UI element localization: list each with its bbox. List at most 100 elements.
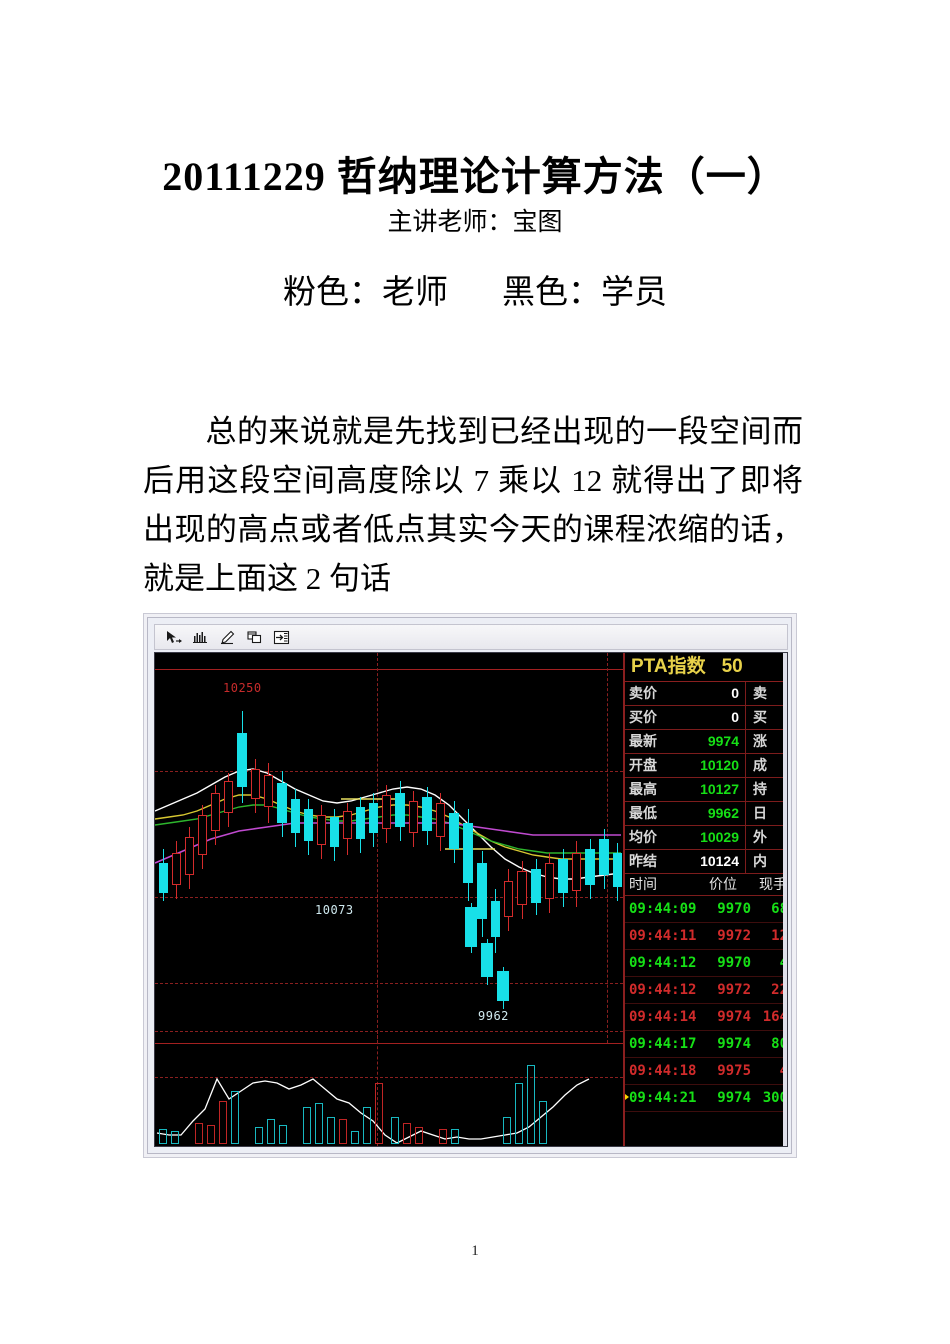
volume-bar xyxy=(195,1123,203,1144)
quote-label-right: 持 xyxy=(745,778,787,801)
quote-label: 昨结 xyxy=(629,853,657,869)
candle xyxy=(251,759,260,813)
volume-bar xyxy=(339,1119,347,1144)
ts-price: 9974 xyxy=(717,1036,751,1052)
quote-value: 10120 xyxy=(700,757,739,773)
volume-bar xyxy=(351,1131,359,1144)
time-sales-row: 09:44:12 9970 4 xyxy=(625,950,787,977)
ts-price: 9974 xyxy=(717,1090,751,1106)
quote-value: 0 xyxy=(731,709,739,725)
volume-bar xyxy=(363,1107,371,1144)
candle xyxy=(572,841,581,907)
color-legend: 粉色：老师 黑色：学员 xyxy=(0,270,950,316)
quote-row: 昨结 10124 内 xyxy=(625,850,787,874)
time-sales-header: 时间 价位 现手 xyxy=(625,874,787,896)
candle xyxy=(185,827,194,889)
quote-panel[interactable]: PTA指数 50 卖价 0 卖 买价 0 买 最新 9974 xyxy=(623,653,788,1146)
embedded-screenshot: 10250 10073 9962 xyxy=(143,613,797,1158)
time-sales-row: 09:44:18 9975 4 xyxy=(625,1058,787,1085)
volume-bar xyxy=(527,1065,535,1144)
quote-row: 卖价 0 卖 xyxy=(625,682,787,706)
volume-bar xyxy=(503,1117,511,1144)
volume-bar xyxy=(403,1123,411,1144)
ts-price: 9970 xyxy=(717,901,751,917)
quote-label-right: 涨 xyxy=(745,730,787,753)
candle xyxy=(517,861,527,919)
vol-grid-v xyxy=(377,1031,378,1146)
quote-value: 9962 xyxy=(707,805,739,821)
quote-label: 买价 xyxy=(629,709,657,725)
ts-price: 9972 xyxy=(717,982,751,998)
ts-time: 09:44:12 xyxy=(629,955,697,971)
time-sales-row: 09:44:17 9974 80 xyxy=(625,1031,787,1058)
ts-time: 09:44:17 xyxy=(629,1036,697,1052)
quote-row: 最新 9974 涨 xyxy=(625,730,787,754)
volume-panel xyxy=(155,1051,623,1146)
quote-label: 开盘 xyxy=(629,757,657,773)
app-toolbar xyxy=(154,624,788,650)
candle xyxy=(264,763,273,823)
time-sales-row: 09:44:09 9970 68 xyxy=(625,896,787,923)
price-label-high: 10250 xyxy=(223,681,262,695)
quote-row: 开盘 10120 成 xyxy=(625,754,787,778)
pencil-icon[interactable] xyxy=(215,627,240,648)
ts-time: 09:44:11 xyxy=(629,928,697,944)
candle xyxy=(465,903,477,953)
candle xyxy=(382,785,391,843)
candle xyxy=(491,889,500,953)
candle xyxy=(330,809,339,861)
candle xyxy=(504,869,513,931)
volume-bar xyxy=(391,1117,399,1144)
ts-volume: 300 xyxy=(762,1090,788,1106)
body-paragraph: 总的来说就是先找到已经出现的一段空间而后用这段空间高度除以 7 乘以 12 就得… xyxy=(143,407,803,603)
ts-time: 09:44:18 xyxy=(629,1063,697,1079)
time-sales-row: 09:44:12 9972 22 xyxy=(625,977,787,1004)
volume-bar xyxy=(515,1083,523,1144)
quote-label-right: 日 xyxy=(745,802,787,825)
kline-panel[interactable]: 10250 10073 9962 xyxy=(155,653,623,1146)
ts-price: 9970 xyxy=(717,955,751,971)
ts-header-volume: 现手 xyxy=(759,876,787,892)
page-number: 1 xyxy=(471,1243,479,1259)
volume-bar xyxy=(415,1127,423,1144)
ts-price: 9972 xyxy=(717,928,751,944)
quote-label: 卖价 xyxy=(629,685,657,701)
time-sales-row-current: 09:44:21 9974 300 xyxy=(625,1085,788,1112)
candle xyxy=(585,839,595,899)
quote-label: 最新 xyxy=(629,733,657,749)
quote-value: 0 xyxy=(731,685,739,701)
quote-value: 10127 xyxy=(700,781,739,797)
quote-value: 10029 xyxy=(700,829,739,845)
volume-bar xyxy=(267,1119,275,1144)
quote-label-right: 买 xyxy=(745,706,787,729)
candle xyxy=(317,805,326,859)
volume-bar xyxy=(439,1129,447,1144)
ts-header-price: 价位 xyxy=(709,876,737,892)
candle xyxy=(409,791,418,847)
candle xyxy=(211,785,220,845)
pointer-icon[interactable] xyxy=(161,627,186,648)
quote-row: 最高 10127 持 xyxy=(625,778,787,802)
chart-window[interactable]: 10250 10073 9962 xyxy=(154,652,788,1147)
candle xyxy=(159,849,168,901)
time-sales-row: 09:44:11 9972 12 xyxy=(625,923,787,950)
candle xyxy=(198,805,207,869)
quote-row: 最低 9962 日 xyxy=(625,802,787,826)
panel-icon[interactable] xyxy=(269,627,294,648)
candle xyxy=(531,859,541,915)
quote-label: 最高 xyxy=(629,781,657,797)
grid-dashed-v1 xyxy=(377,653,378,1043)
volume-bar xyxy=(539,1101,547,1144)
body-text: 总的来说就是先找到已经出现的一段空间而后用这段空间高度除以 7 乘以 12 就得… xyxy=(143,414,803,596)
windows-icon[interactable] xyxy=(242,627,267,648)
grid-dashed-1 xyxy=(155,771,623,772)
candle xyxy=(463,809,473,901)
bar-chart-icon[interactable] xyxy=(188,627,213,648)
legend-black-label: 黑色：学员 xyxy=(502,275,667,311)
right-scrollbar[interactable] xyxy=(783,653,787,1146)
page-title: 20111229 哲纳理论计算方法（一） xyxy=(162,153,788,199)
candle xyxy=(545,853,554,913)
volume-bar xyxy=(451,1129,459,1144)
grid-solid-top xyxy=(155,669,623,670)
